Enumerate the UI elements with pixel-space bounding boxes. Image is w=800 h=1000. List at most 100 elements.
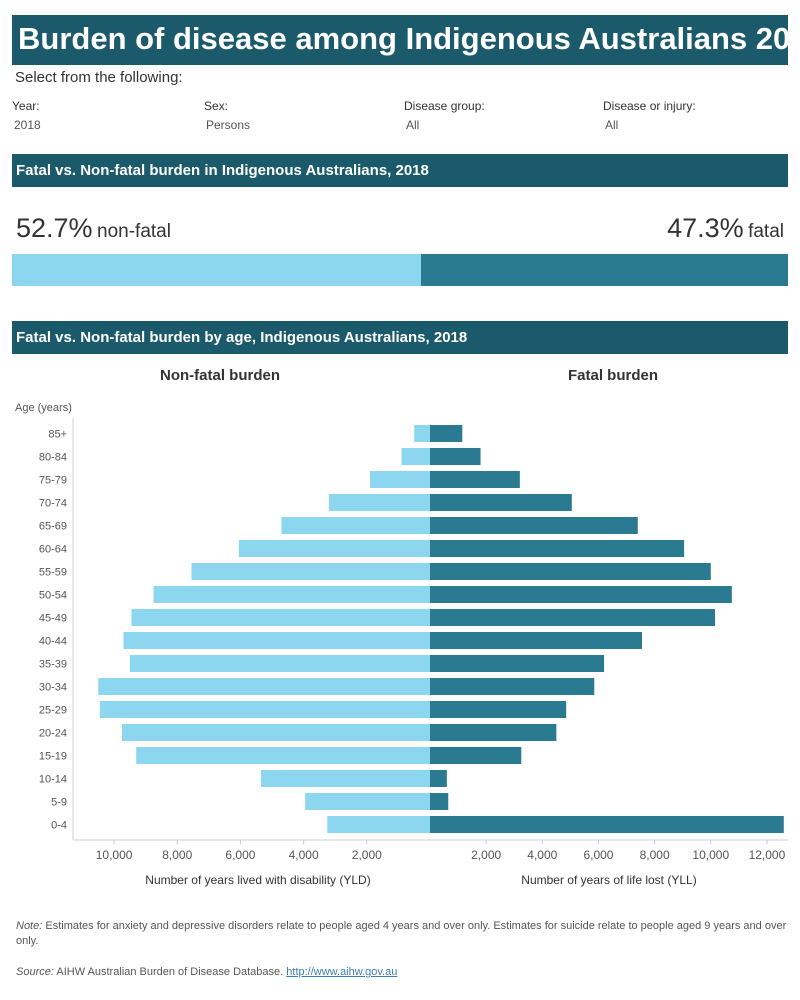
note-label: Note: [16,920,43,932]
bar-nonfatal-45-49[interactable] [131,609,430,626]
split-section-title: Fatal vs. Non-fatal burden in Indigenous… [16,162,429,179]
nonfatal-heading: Non-fatal burden [160,367,280,384]
fatal-percent: 47.3% [667,213,744,243]
tick-label-nonfatal: 6,000 [225,848,255,862]
split-bar-nonfatal[interactable] [12,254,421,286]
x-axis-title-nonfatal: Number of years lived with disability (Y… [145,873,370,887]
source-text: Source: AIHW Australian Burden of Diseas… [16,966,397,978]
bar-nonfatal-80-84[interactable] [401,448,430,465]
bar-fatal-75-79[interactable] [430,471,520,488]
filter-disease-injury[interactable]: Disease or injury: All [603,99,783,132]
select-prompt: Select from the following: [15,69,183,86]
bar-fatal-5-9[interactable] [430,793,449,810]
fatal-word: fatal [748,221,784,242]
filter-disease-group-label: Disease group: [404,99,485,113]
tick-label-fatal: 6,000 [583,848,613,862]
age-label-15-19: 15-19 [39,751,67,763]
age-label-25-29: 25-29 [39,705,67,717]
bar-nonfatal-65-69[interactable] [281,517,430,534]
age-label-50-54: 50-54 [39,590,67,602]
bar-fatal-30-34[interactable] [430,678,595,695]
bar-fatal-15-19[interactable] [430,747,522,764]
filter-year-value[interactable]: 2018 [14,118,41,132]
bar-fatal-65-69[interactable] [430,517,638,534]
nonfatal-summary: 52.7% non-fatal [16,213,171,244]
age-label-40-44: 40-44 [39,636,67,648]
bar-nonfatal-20-24[interactable] [121,724,430,741]
bar-nonfatal-70-74[interactable] [328,494,430,511]
source-body: AIHW Australian Burden of Disease Databa… [53,966,287,978]
age-section-title: Fatal vs. Non-fatal burden by age, Indig… [16,329,468,346]
filter-disease-injury-label: Disease or injury: [603,99,696,113]
age-section-header: Fatal vs. Non-fatal burden by age, Indig… [12,321,788,354]
bar-nonfatal-75-79[interactable] [369,471,430,488]
bar-nonfatal-85+[interactable] [414,425,430,442]
title-banner: Burden of disease among Indigenous Austr… [12,15,800,65]
bar-nonfatal-55-59[interactable] [191,563,430,580]
source-label: Source: [16,966,54,978]
age-label-30-34: 30-34 [39,682,67,694]
split-section-header: Fatal vs. Non-fatal burden in Indigenous… [12,154,788,187]
bar-fatal-10-14[interactable] [430,770,447,787]
filter-year-label: Year: [12,99,40,113]
bar-fatal-85+[interactable] [430,425,463,442]
bar-nonfatal-60-64[interactable] [238,540,430,557]
source-link[interactable]: http://www.aihw.gov.au [286,966,398,978]
age-label-45-49: 45-49 [39,613,67,625]
filter-disease-injury-value[interactable]: All [605,118,619,132]
fatal-summary: 47.3% fatal [667,213,784,244]
bar-fatal-45-49[interactable] [430,609,715,626]
age-label-5-9: 5-9 [51,797,67,809]
tick-label-fatal: 2,000 [471,848,501,862]
filter-sex-value[interactable]: Persons [206,118,251,132]
age-label-80-84: 80-84 [39,452,67,464]
filter-sex-label: Sex: [204,99,229,113]
bar-fatal-40-44[interactable] [430,632,642,649]
bar-nonfatal-5-9[interactable] [305,793,430,810]
bar-nonfatal-50-54[interactable] [153,586,430,603]
nonfatal-word: non-fatal [97,221,171,242]
bar-fatal-80-84[interactable] [430,448,481,465]
age-label-70-74: 70-74 [39,498,67,510]
bar-nonfatal-15-19[interactable] [136,747,430,764]
note-text: Note: Estimates for anxiety and depressi… [16,919,788,949]
age-label-0-4: 0-4 [51,820,67,832]
age-label-10-14: 10-14 [39,774,67,786]
bar-fatal-35-39[interactable] [430,655,605,672]
bar-fatal-70-74[interactable] [430,494,572,511]
tick-label-nonfatal: 4,000 [289,848,319,862]
age-label-65-69: 65-69 [39,521,67,533]
tick-label-fatal: 10,000 [692,848,729,862]
bar-fatal-50-54[interactable] [430,586,732,603]
filter-disease-group-value[interactable]: All [406,118,420,132]
age-label-20-24: 20-24 [39,728,67,740]
nonfatal-percent: 52.7% [16,213,93,243]
age-pyramid-chart: Age (years) 85+ 80-84 75-79 70-74 65-69 60-64 5… [15,402,788,887]
filter-year[interactable]: Year: 2018 [12,99,192,132]
bar-fatal-20-24[interactable] [430,724,557,741]
bar-nonfatal-0-4[interactable] [327,816,430,833]
tick-label-fatal: 12,000 [749,848,786,862]
tick-label-nonfatal: 2,000 [352,848,382,862]
tick-label-nonfatal: 8,000 [162,848,192,862]
filter-sex[interactable]: Sex: Persons [204,99,384,132]
bar-fatal-55-59[interactable] [430,563,711,580]
page-title: Burden of disease among Indigenous Austr… [18,21,800,56]
filter-disease-group[interactable]: Disease group: All [404,99,584,132]
bar-fatal-0-4[interactable] [430,816,784,833]
bar-fatal-25-29[interactable] [430,701,567,718]
split-bar[interactable] [12,254,788,286]
bar-fatal-60-64[interactable] [430,540,685,557]
note-body: Estimates for anxiety and depressive dis… [16,920,787,947]
tick-label-fatal: 8,000 [640,848,670,862]
age-label-60-64: 60-64 [39,544,67,556]
bar-nonfatal-10-14[interactable] [260,770,430,787]
fatal-heading: Fatal burden [568,367,659,384]
y-axis-title: Age (years) [15,402,72,414]
bar-nonfatal-25-29[interactable] [99,701,431,718]
tick-label-fatal: 4,000 [527,848,557,862]
bar-nonfatal-40-44[interactable] [123,632,430,649]
split-bar-fatal[interactable] [420,254,788,286]
bar-nonfatal-30-34[interactable] [98,678,430,695]
bar-nonfatal-35-39[interactable] [129,655,431,672]
